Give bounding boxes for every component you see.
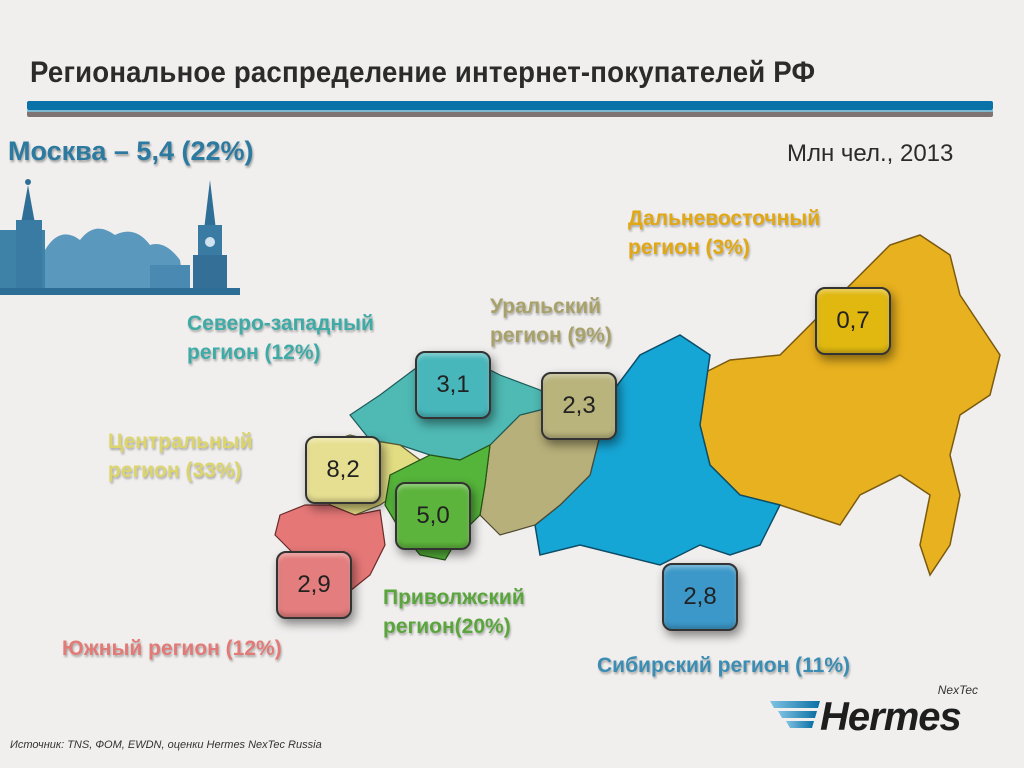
south-value: 2,9 xyxy=(276,551,352,619)
page-title: Региональное распределение интернет-поку… xyxy=(30,56,816,89)
siberia-label: Сибирский регион (11%) xyxy=(597,654,850,677)
volga-label: Приволжский регион(20%) xyxy=(383,586,525,638)
title-underline xyxy=(27,101,993,117)
central-label: Центральный регион (33%) xyxy=(108,430,253,482)
moscow-label: Москва – 5,4 (22%) xyxy=(8,136,254,166)
region-far-east xyxy=(699,234,1001,577)
northwest-value: 3,1 xyxy=(415,351,491,419)
siberia-value: 2,8 xyxy=(662,563,738,631)
ural-label: Уральский регион (9%) xyxy=(490,295,612,347)
hermes-logo: NexTec Hermes xyxy=(770,683,990,739)
kremlin-illustration-icon xyxy=(0,179,240,295)
ural-value: 2,3 xyxy=(541,372,617,440)
units-label: Млн чел., 2013 xyxy=(787,140,954,167)
source-note: Источник: TNS, ФОМ, EWDN, оценки Hermes … xyxy=(10,739,322,751)
central-value: 8,2 xyxy=(305,436,381,504)
russia-map xyxy=(274,234,1001,596)
volga-value: 5,0 xyxy=(395,482,471,550)
far-east-label: Дальневосточный регион (3%) xyxy=(628,207,821,259)
far-east-value: 0,7 xyxy=(815,287,891,355)
northwest-label: Северо-западный регион (12%) xyxy=(187,312,374,364)
hermes-wings-icon xyxy=(770,701,820,728)
south-label: Южный регион (12%) xyxy=(62,637,282,660)
